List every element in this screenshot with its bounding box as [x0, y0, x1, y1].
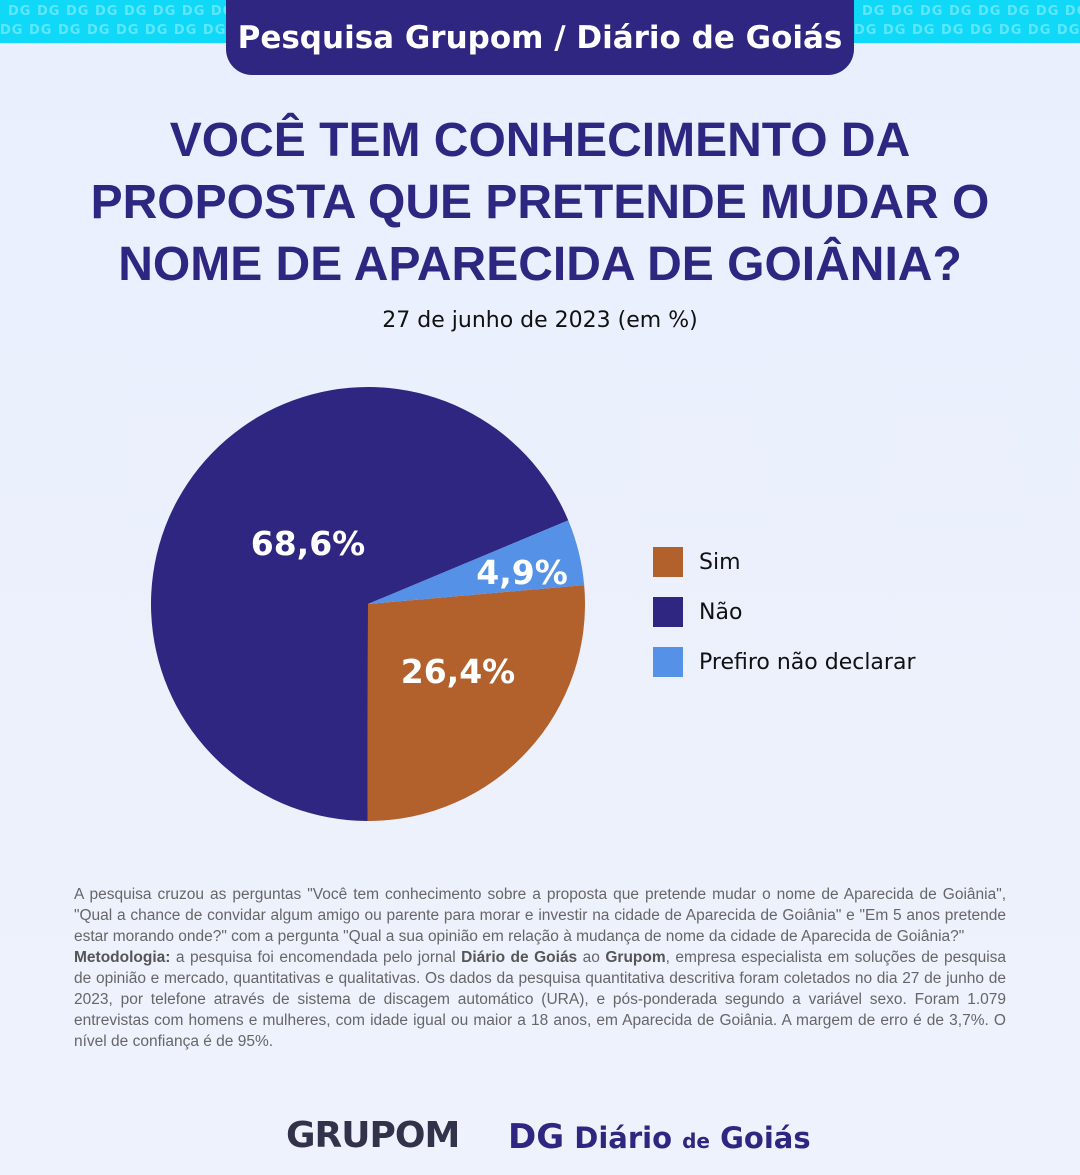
legend-label: Sim	[699, 549, 741, 575]
note-method-label: Metodologia:	[74, 949, 171, 966]
note-intro: A pesquisa cruzou as perguntas "Você tem…	[74, 886, 1006, 945]
header-pattern-right: DG DG DG DG DG DG DG DG DG DG DG DG DG D…	[854, 0, 1080, 43]
title-block: VOCÊ TEM CONHECIMENTO DA PROPOSTA QUE PR…	[0, 110, 1080, 333]
grupom-logo: GRUPOM	[286, 1115, 460, 1156]
title-line: PROPOSTA QUE PRETENDE MUDAR O	[90, 176, 990, 229]
pie-slice-1	[151, 386, 569, 821]
data-label: 68,6%	[251, 524, 366, 563]
subtitle: 27 de junho de 2023 (em %)	[382, 308, 698, 333]
methodology-note: A pesquisa cruzou as perguntas "Você tem…	[74, 884, 1006, 1052]
legend-item-prefiro: Prefiro não declarar	[653, 637, 916, 687]
note-text: a pesquisa foi encomendada pelo jornal	[170, 949, 462, 966]
note-text: ao	[577, 949, 606, 966]
legend-swatch	[653, 597, 683, 627]
logo-text: de	[682, 1129, 710, 1153]
legend-label: Prefiro não declarar	[699, 649, 916, 675]
legend-label: Não	[699, 599, 743, 625]
title-line: VOCÊ TEM CONHECIMENTO DA	[169, 114, 911, 167]
legend-swatch	[653, 647, 683, 677]
legend-item-nao: Não	[653, 587, 916, 637]
pie-slice-2	[368, 520, 585, 604]
data-label: 26,4%	[401, 652, 516, 691]
logo-text: Goiás	[720, 1121, 811, 1155]
legend: Sim Não Prefiro não declarar	[653, 537, 916, 687]
note-bold: Diário de Goiás	[461, 949, 578, 966]
logo-text: Diário	[574, 1121, 672, 1155]
legend-swatch	[653, 547, 683, 577]
pie-chart: 26,4% 68,6% 4,9%	[151, 386, 585, 821]
page-title: VOCÊ TEM CONHECIMENTO DA PROPOSTA QUE PR…	[0, 110, 1080, 296]
header-banner: Pesquisa Grupom / Diário de Goiás	[226, 0, 854, 75]
legend-item-sim: Sim	[653, 537, 916, 587]
data-label: 4,9%	[476, 553, 568, 592]
note-text: , empresa especialista em soluções de pe…	[74, 949, 1007, 1050]
header-pattern-left: DG DG DG DG DG DG DG DG DG DG DG DG DG D…	[0, 0, 226, 43]
pie-slice-0	[367, 585, 585, 821]
title-line: NOME DE APARECIDA DE GOIÂNIA?	[118, 238, 962, 291]
diario-de-goias-logo: DG Diário de Goiás	[508, 1117, 811, 1157]
dg-mark: DG	[508, 1117, 565, 1157]
note-bold: Grupom	[605, 949, 666, 966]
